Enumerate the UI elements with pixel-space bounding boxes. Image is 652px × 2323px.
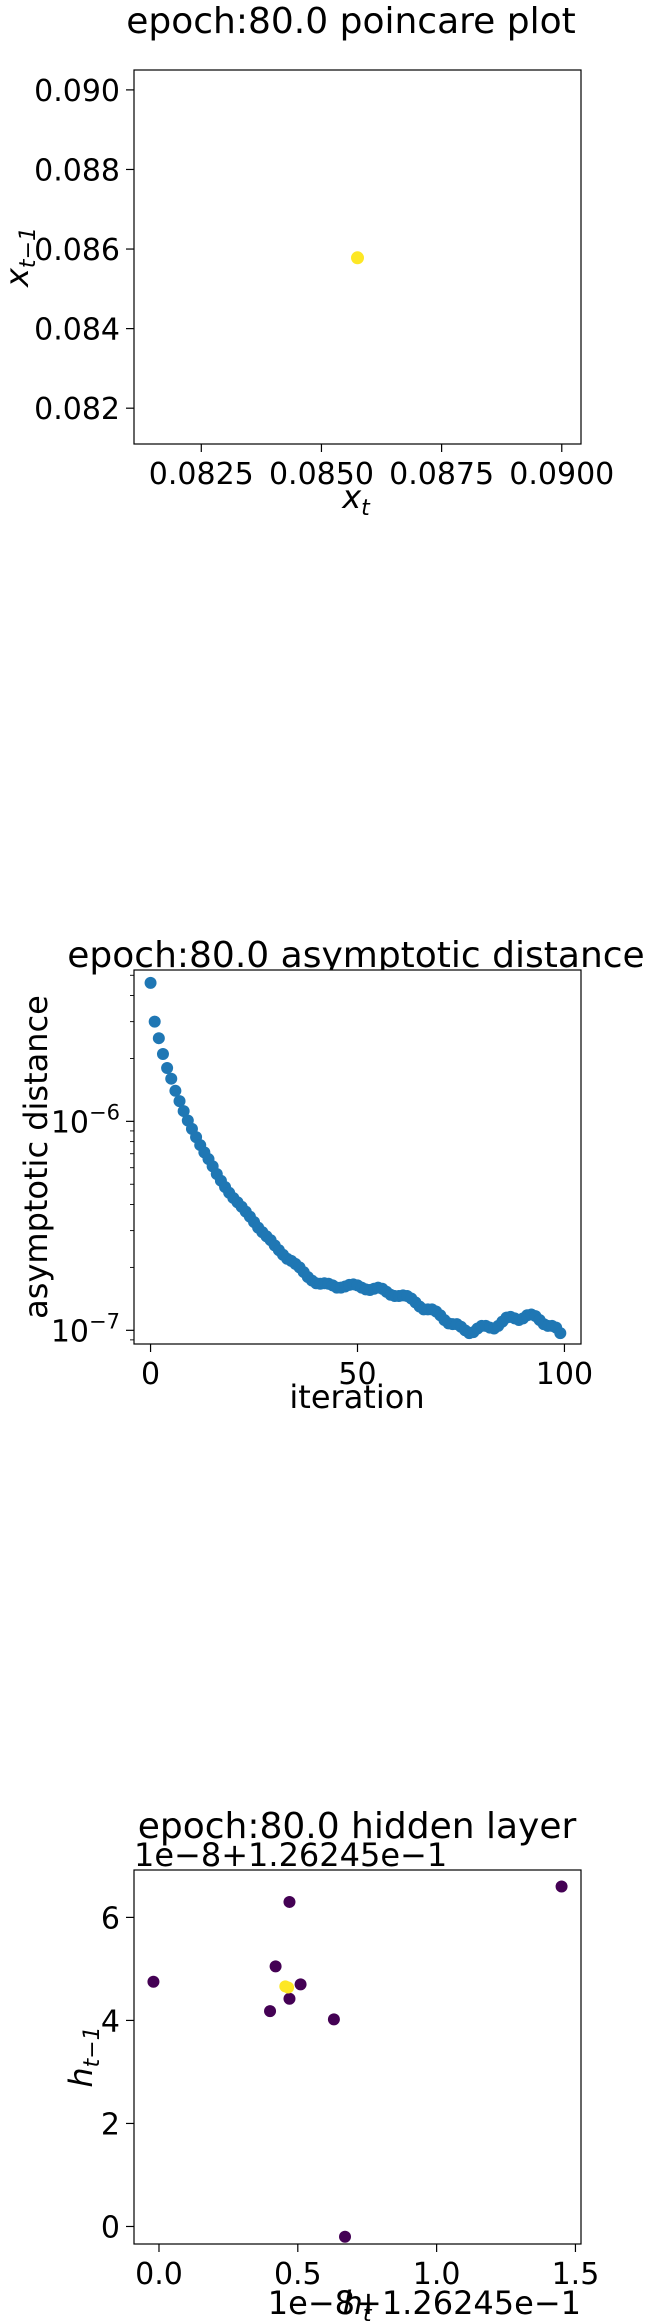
hidden-layer-point [555,1880,568,1893]
asymptotic-x-tick-label: 100 [536,1357,593,1392]
poincare-x-label-sub: t [361,496,371,521]
poincare-x-tick-label: 0.0850 [269,457,374,492]
poincare-x-axis-label: xt [341,478,371,521]
hidden-layer-point [264,2005,277,2018]
hidden-layer-x-tick-label: 1.0 [413,2257,461,2292]
asymptotic-y-tick-label: 10−6 [51,1100,120,1140]
hidden-layer-point [147,1975,160,1988]
poincare-title: epoch:80.0 poincare plot [126,1,576,42]
hidden-layer-x-offset: 1e−8+1.26245e−1 [268,2284,581,2322]
poincare-point [351,251,364,265]
hidden-layer-point [294,1978,307,1991]
hidden-layer-x-tick-label: 1.5 [552,2257,600,2292]
hidden-layer-x-tick-label: 0.5 [274,2257,322,2292]
asymptotic-point [144,976,157,989]
poincare-x-label-main: x [341,478,362,516]
hidden-layer-point [283,1895,296,1908]
hidden-layer-y-tick-label: 4 [101,2004,120,2039]
hidden-layer-y-axis: 0 2 4 6 [101,1901,134,2245]
poincare-y-tick-label: 0.082 [34,392,120,427]
asymptotic-point [148,1015,161,1028]
hidden-layer-point [269,1960,282,1973]
asymptotic-point [165,1072,178,1085]
asymptotic-x-tick-label: 50 [338,1357,376,1392]
hidden-layer-y-axis-label: ht−1 [62,2026,105,2087]
asymptotic-x-axis: 0 50 100 [141,1344,593,1392]
asymptotic-point [156,1048,169,1061]
hidden-layer-point [282,1981,295,1994]
hidden-layer-x-axis: 0.0 0.5 1.0 1.5 [135,2244,599,2292]
asymptotic-y-axis-label: asymptotic distance [17,995,55,1319]
hidden-layer-y-tick-label: 6 [101,1901,120,1936]
asymptotic-point [169,1084,182,1097]
asymptotic-x-tick-label: 0 [141,1357,160,1392]
hidden-layer-plot-area [133,1869,582,2245]
asymptotic-point [173,1095,186,1108]
hidden-layer-y-offset: 1e−8+1.26245e−1 [134,1836,447,1874]
asymptotic-point [554,1327,567,1340]
hidden-layer-points [147,1880,568,2243]
poincare-chart: epoch:80.0 poincare plot 0.0825 0.0850 0.0… [0,1,614,521]
hidden-layer-x-label-main: h [343,2284,363,2322]
hidden-layer-y-tick-label: 0 [101,2210,120,2245]
hidden-layer-x-label-sub: t [363,2302,373,2323]
poincare-y-tick-label: 0.086 [34,233,120,268]
poincare-x-tick-label: 0.0875 [389,457,494,492]
poincare-y-axis: 0.082 0.084 0.086 0.088 0.090 [34,74,134,427]
hidden-layer-x-tick-label: 0.0 [135,2257,183,2292]
hidden-layer-x-axis-label: ht [343,2284,373,2323]
asymptotic-point [152,1032,165,1045]
asymptotic-point [177,1105,190,1118]
poincare-y-axis-label: xt−1 [0,227,41,288]
asymptotic-y-axis: 10−7 10−6 [51,974,134,1349]
asymptotic-x-axis-label: iteration [289,1378,424,1416]
poincare-y-label-sub: t−1 [16,227,41,268]
hidden-layer-chart: epoch:80.0 hidden layer 1e−8+1.26245e−1 … [62,1806,599,2323]
poincare-y-tick-label: 0.090 [34,74,120,109]
hidden-layer-title: epoch:80.0 hidden layer [138,1806,577,1847]
asymptotic-point [161,1062,174,1075]
hidden-layer-y-label-main: h [62,2067,100,2087]
poincare-x-tick-label: 0.0825 [149,457,254,492]
asymptotic-points [144,976,567,1340]
asymptotic-title: epoch:80.0 asymptotic distance [67,935,644,976]
asymptotic-y-tick-label: 10−7 [51,1309,120,1349]
poincare-x-axis: 0.0825 0.0850 0.0875 0.0900 [149,444,614,492]
hidden-layer-point [327,2013,340,2026]
hidden-layer-point [283,1992,296,2005]
poincare-points [351,251,364,265]
poincare-x-tick-label: 0.0900 [509,457,614,492]
poincare-y-tick-label: 0.084 [34,313,120,348]
hidden-layer-y-label-sub: t−1 [80,2026,105,2067]
hidden-layer-point [339,2230,352,2243]
poincare-y-label-main: x [0,267,36,288]
poincare-y-tick-label: 0.088 [34,153,120,188]
hidden-layer-y-tick-label: 2 [101,2107,120,2142]
asymptotic-chart: epoch:80.0 asymptotic distance 0 50 100 10… [17,935,645,1416]
